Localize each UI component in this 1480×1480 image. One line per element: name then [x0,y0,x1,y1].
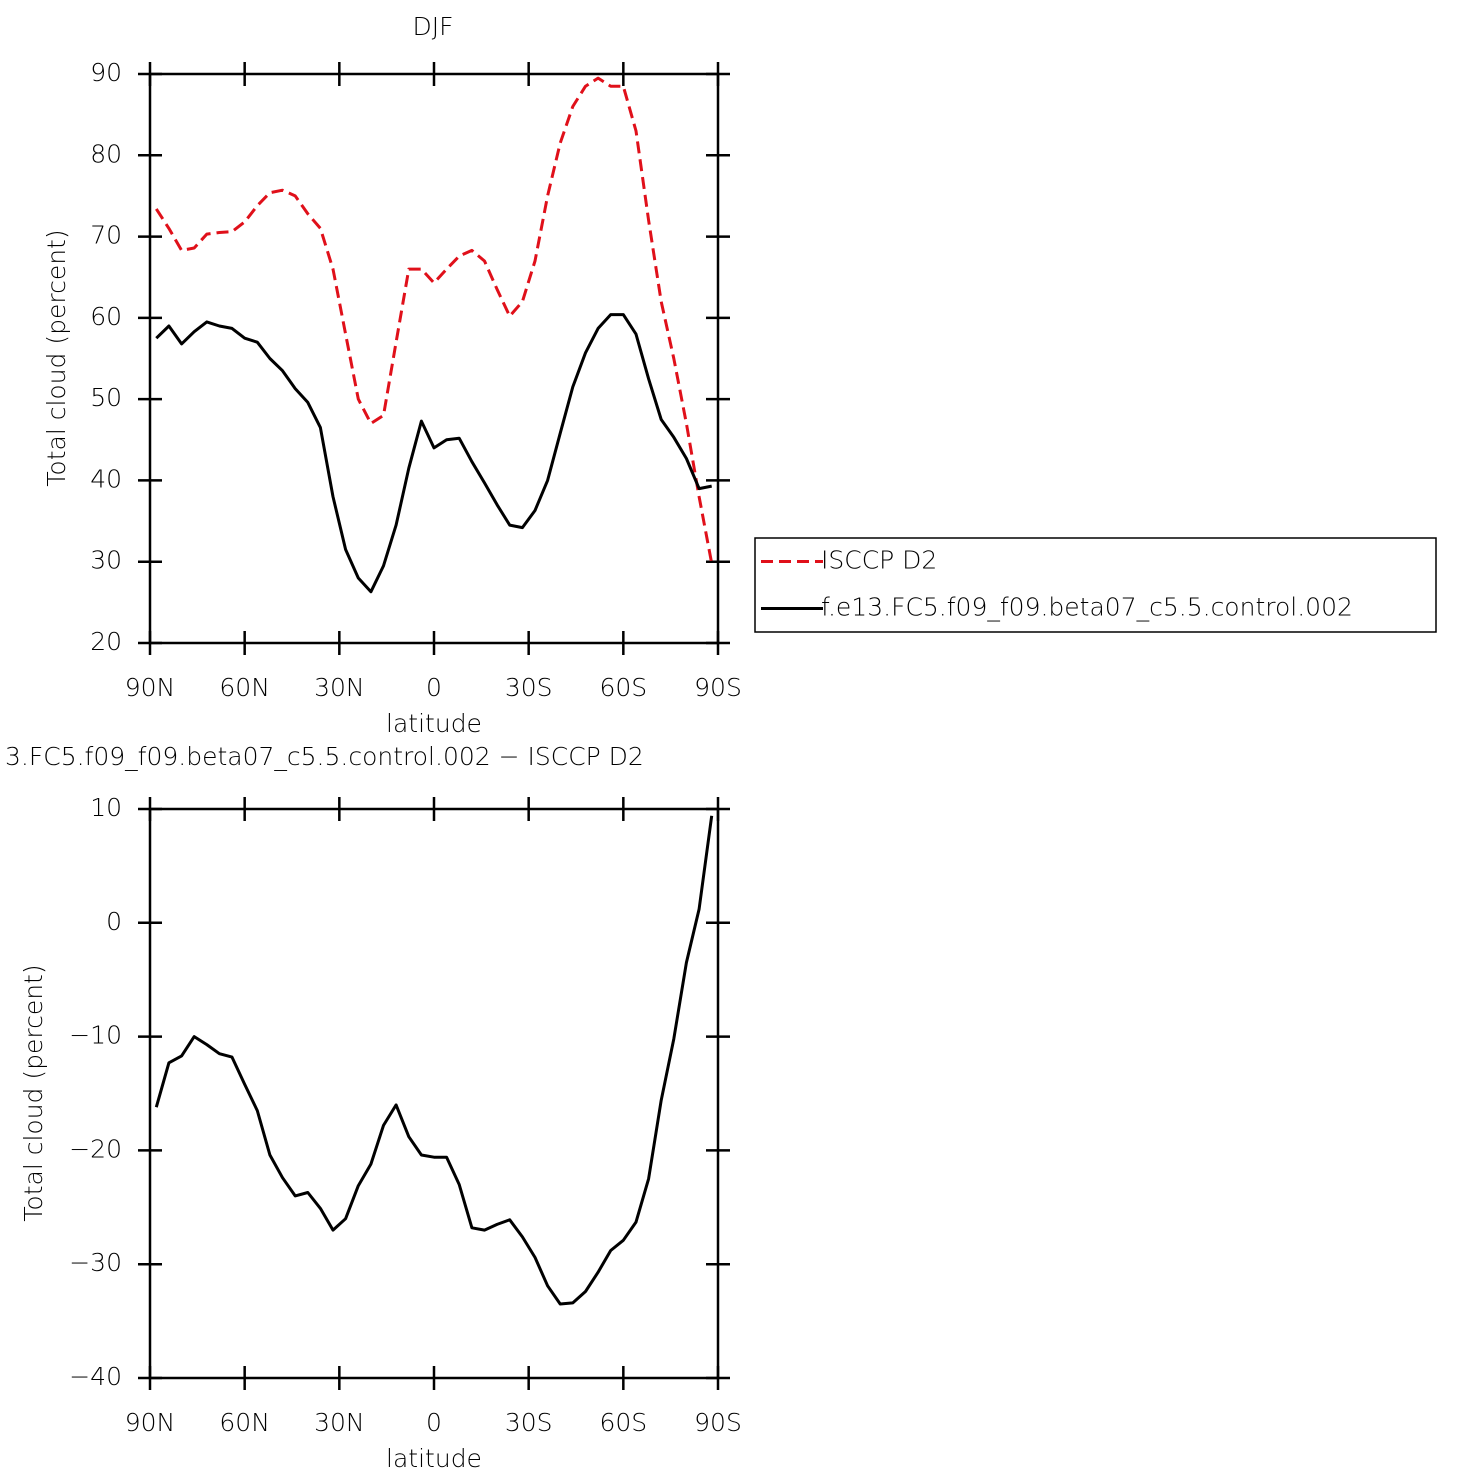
x-tick-label: 0 [426,1408,442,1437]
y-tick-label: 80 [90,139,122,168]
x-tick-label: 0 [426,673,442,702]
y-tick-label: 70 [90,221,122,250]
y-tick-label: −10 [69,1021,122,1050]
y-tick-label: 30 [90,546,122,575]
x-tick-label: 30N [314,673,365,702]
chart-title: 3.FC5.f09_f09.beta07_c5.5.control.002 − … [5,742,644,771]
y-tick-label: −30 [69,1248,122,1277]
data-line [155,76,714,564]
y-axis-label: Total cloud (percent) [42,229,71,486]
x-tick-label: 30S [505,1408,553,1437]
y-tick-label: 90 [90,58,122,87]
x-tick-label: 90S [694,1408,742,1437]
x-tick-label: 90N [125,1408,176,1437]
y-tick-label: −40 [69,1362,122,1391]
legend-label: f.e13.FC5.f09_f09.beta07_c5.5.control.00… [821,593,1353,622]
data-line [155,313,712,594]
x-tick-label: 60N [219,1408,270,1437]
x-tick-label: 60S [599,673,647,702]
x-tick-label: 30S [505,673,553,702]
chart-title: DJF [412,12,453,41]
x-tick-label: 30N [314,1408,365,1437]
legend-frame [754,537,1437,633]
y-tick-label: 0 [106,907,122,936]
data-line [154,815,714,1306]
y-tick-label: 50 [90,383,122,412]
x-axis-label: latitude [386,709,482,738]
y-tick-label: 60 [90,302,122,331]
y-tick-label: 40 [90,464,122,493]
x-tick-label: 90S [694,673,742,702]
legend-label: ISCCP D2 [821,546,937,575]
x-tick-label: 90N [125,673,176,702]
y-tick-label: 10 [90,793,122,822]
y-axis-label: Total cloud (percent) [19,964,48,1221]
x-tick-label: 60N [219,673,270,702]
y-tick-label: −20 [69,1134,122,1163]
x-tick-label: 60S [599,1408,647,1437]
y-tick-label: 20 [90,627,122,656]
x-axis-label: latitude [386,1444,482,1473]
